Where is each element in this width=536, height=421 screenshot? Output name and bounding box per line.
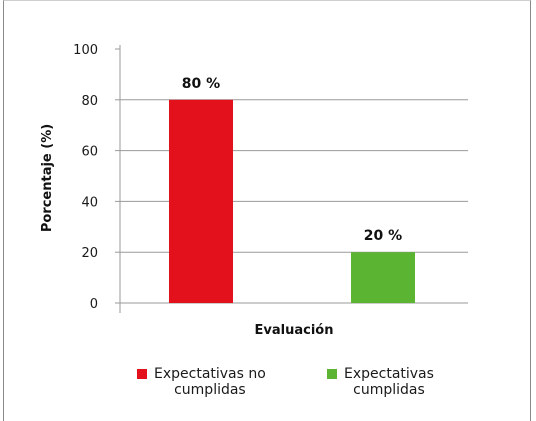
legend-label-line1: Expectativas no	[154, 366, 266, 382]
y-tick-label: 80	[81, 94, 98, 109]
legend-swatch-red	[137, 369, 147, 379]
legend-label-line1: Expectativas	[344, 366, 434, 382]
y-tick-label: 100	[73, 43, 98, 58]
legend-item-no-cumplidas: Expectativas no cumplidas	[137, 366, 266, 398]
bar	[351, 252, 415, 303]
chart-frame	[3, 0, 531, 421]
legend-label-line2: cumplidas	[174, 382, 246, 398]
data-label: 20 %	[364, 228, 402, 244]
y-tick-label: 60	[81, 145, 98, 160]
y-tick-label: 40	[81, 195, 98, 210]
y-tick-label: 20	[81, 246, 98, 261]
data-label: 80 %	[182, 76, 220, 92]
legend-item-cumplidas: Expectativas cumplidas	[327, 366, 434, 398]
bar	[169, 99, 233, 303]
y-tick-label: 0	[90, 297, 98, 312]
legend-swatch-green	[327, 369, 337, 379]
x-axis-title: Evaluación	[255, 323, 334, 338]
y-axis-title: Porcentaje (%)	[40, 124, 55, 232]
legend-label-line2: cumplidas	[353, 382, 425, 398]
